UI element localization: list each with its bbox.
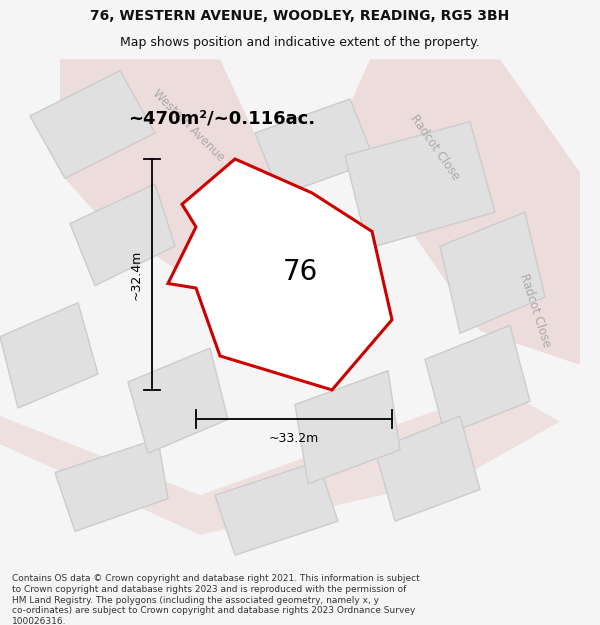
Text: co-ordinates) are subject to Crown copyright and database rights 2023 Ordnance S: co-ordinates) are subject to Crown copyr…: [12, 606, 415, 616]
Text: Radcot Close: Radcot Close: [407, 112, 463, 183]
Text: 76: 76: [283, 258, 317, 286]
Polygon shape: [60, 59, 310, 320]
Polygon shape: [70, 184, 175, 286]
Polygon shape: [215, 461, 338, 555]
Text: Contains OS data © Crown copyright and database right 2021. This information is : Contains OS data © Crown copyright and d…: [12, 574, 420, 583]
Text: Map shows position and indicative extent of the property.: Map shows position and indicative extent…: [120, 36, 480, 49]
Polygon shape: [295, 371, 400, 484]
Polygon shape: [375, 416, 480, 521]
Polygon shape: [0, 388, 560, 535]
Polygon shape: [440, 212, 545, 333]
Polygon shape: [345, 122, 495, 248]
Text: HM Land Registry. The polygons (including the associated geometry, namely x, y: HM Land Registry. The polygons (includin…: [12, 596, 379, 605]
Text: ~33.2m: ~33.2m: [269, 432, 319, 445]
Polygon shape: [30, 71, 155, 178]
Polygon shape: [168, 159, 392, 390]
Polygon shape: [425, 326, 530, 435]
Polygon shape: [128, 348, 228, 453]
Text: Western Avenue: Western Avenue: [149, 86, 227, 164]
Text: 100026316.: 100026316.: [12, 617, 67, 625]
Text: Radcot Close: Radcot Close: [517, 272, 553, 349]
Text: to Crown copyright and database rights 2023 and is reproduced with the permissio: to Crown copyright and database rights 2…: [12, 585, 406, 594]
Text: ~470m²/~0.116ac.: ~470m²/~0.116ac.: [128, 109, 316, 128]
Polygon shape: [0, 302, 98, 408]
Text: ~32.4m: ~32.4m: [130, 249, 143, 299]
Polygon shape: [340, 59, 580, 365]
Polygon shape: [55, 439, 168, 531]
Polygon shape: [255, 99, 375, 195]
Text: 76, WESTERN AVENUE, WOODLEY, READING, RG5 3BH: 76, WESTERN AVENUE, WOODLEY, READING, RG…: [91, 9, 509, 24]
